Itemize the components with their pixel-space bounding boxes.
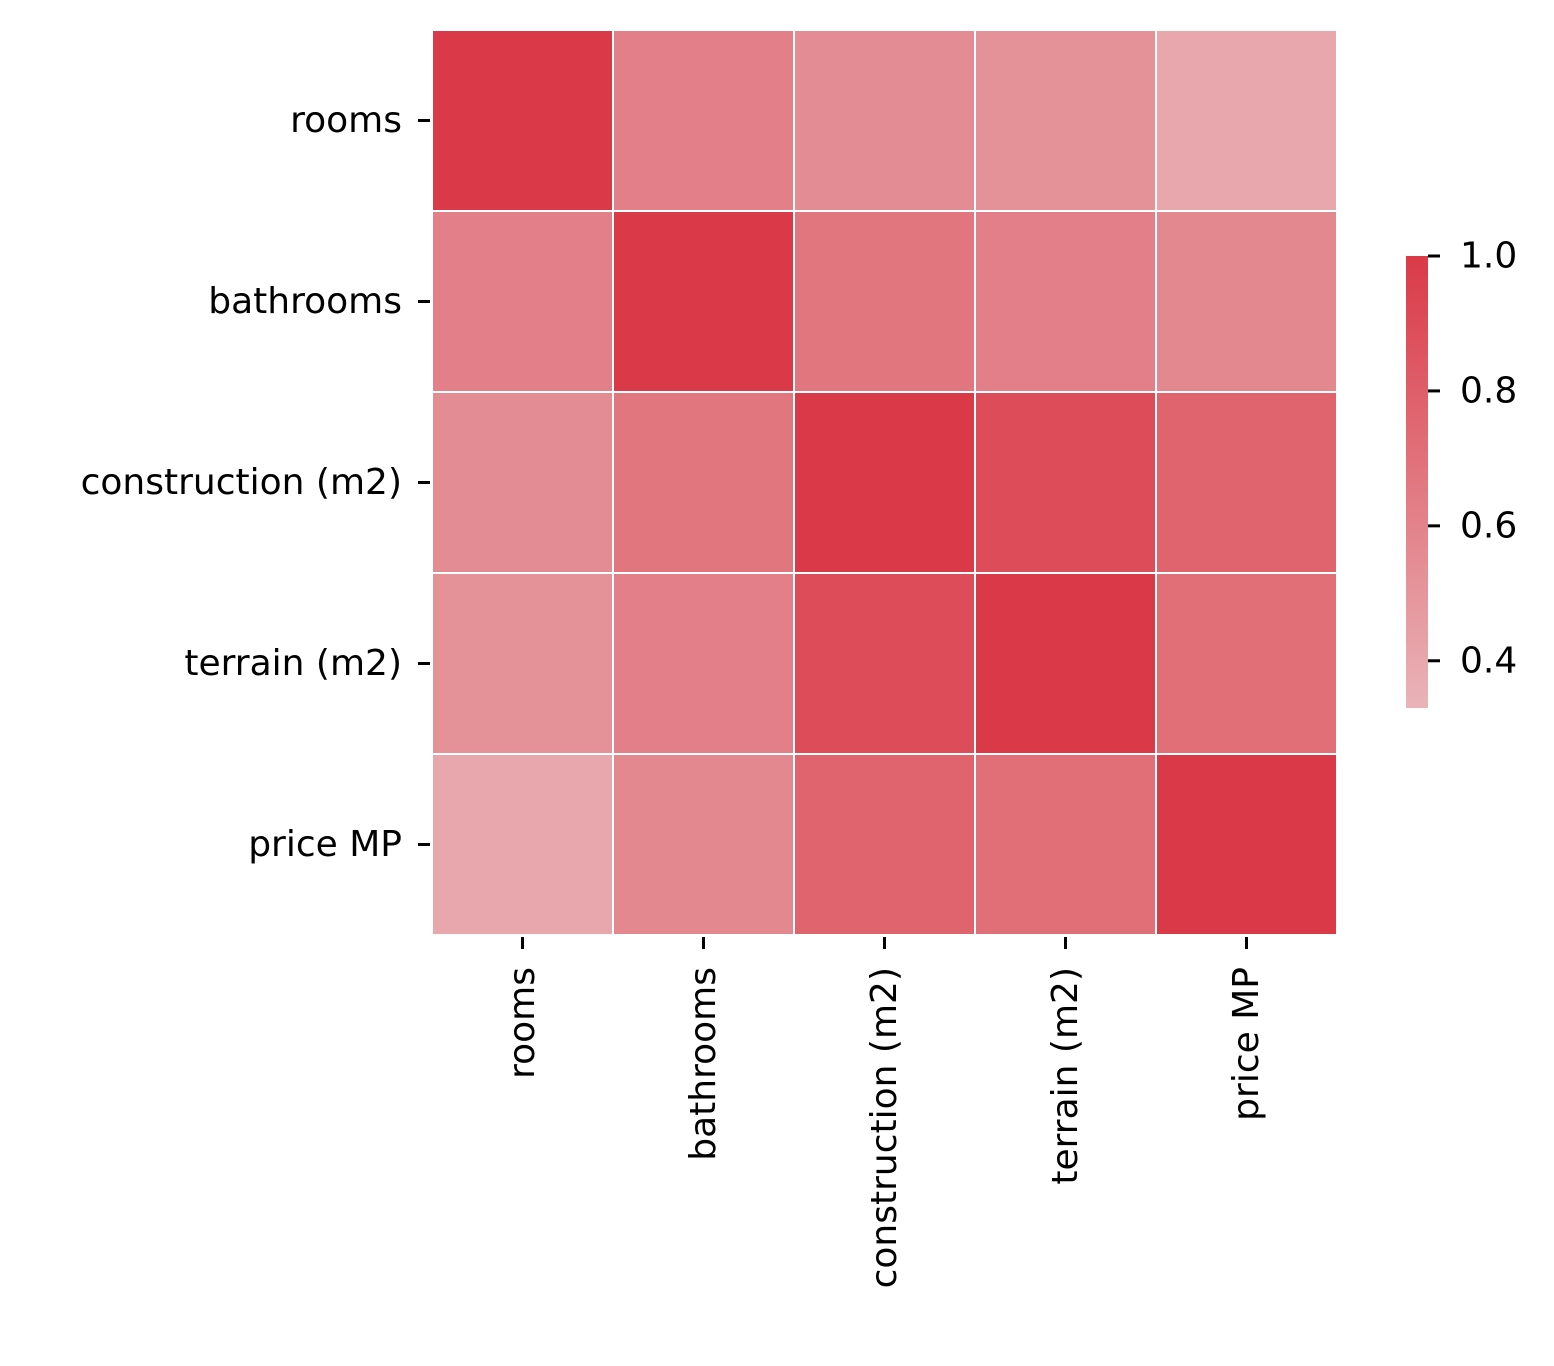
colorbar-tick-label: 1.0 (1460, 236, 1517, 277)
heatmap-cell-1-3 (974, 210, 1157, 393)
heatmap-cell-3-1 (612, 572, 795, 755)
heatmap-cell-0-3 (974, 29, 1157, 212)
colorbar-tick-label: 0.4 (1460, 640, 1517, 681)
y-tick-label: price MP (248, 824, 402, 865)
heatmap-cell-2-2 (793, 391, 976, 574)
heatmap-cell-4-0 (431, 753, 614, 936)
heatmap-cell-4-2 (793, 753, 976, 936)
heatmap-cell-0-2 (793, 29, 976, 212)
x-tick-label: terrain (m2) (1045, 967, 1086, 1185)
x-tick-label: price MP (1226, 967, 1267, 1121)
colorbar-tick-label: 0.6 (1460, 505, 1517, 546)
heatmap-cell-2-0 (431, 391, 614, 574)
heatmap-cell-0-1 (612, 29, 795, 212)
heatmap-cell-0-4 (1155, 29, 1338, 212)
heatmap-cell-2-4 (1155, 391, 1338, 574)
heatmap-cell-4-1 (612, 753, 795, 936)
x-tick-label: bathrooms (683, 967, 724, 1161)
heatmap-cell-2-1 (612, 391, 795, 574)
heatmap-cell-1-0 (431, 210, 614, 393)
heatmap-cell-1-1 (612, 210, 795, 393)
x-tick-label: rooms (502, 967, 543, 1079)
y-tick-label: bathrooms (208, 281, 402, 322)
heatmap-cell-3-4 (1155, 572, 1338, 755)
heatmap-cell-4-4 (1155, 753, 1338, 936)
heatmap-cell-0-0 (431, 29, 614, 212)
y-tick-label: terrain (m2) (184, 643, 402, 684)
heatmap-cells (431, 29, 1338, 936)
heatmap-cell-1-2 (793, 210, 976, 393)
y-tick-label: construction (m2) (81, 462, 402, 503)
heatmap-cell-1-4 (1155, 210, 1338, 393)
colorbar-gradient (1406, 256, 1428, 708)
heatmap-cell-2-3 (974, 391, 1157, 574)
x-axis: rooms bathrooms construction (m2) terrain (… (502, 937, 1267, 1288)
heatmap-cell-3-0 (431, 572, 614, 755)
colorbar: 0.4 0.6 0.8 1.0 (1406, 236, 1517, 708)
y-tick-label: rooms (290, 100, 402, 141)
heatmap-cell-3-2 (793, 572, 976, 755)
colorbar-tick-label: 0.8 (1460, 370, 1517, 411)
y-axis: rooms bathrooms construction (m2) terrain (… (81, 100, 430, 865)
heatmap-cell-4-3 (974, 753, 1157, 936)
x-tick-label: construction (m2) (864, 967, 905, 1288)
heatmap-cell-3-3 (974, 572, 1157, 755)
